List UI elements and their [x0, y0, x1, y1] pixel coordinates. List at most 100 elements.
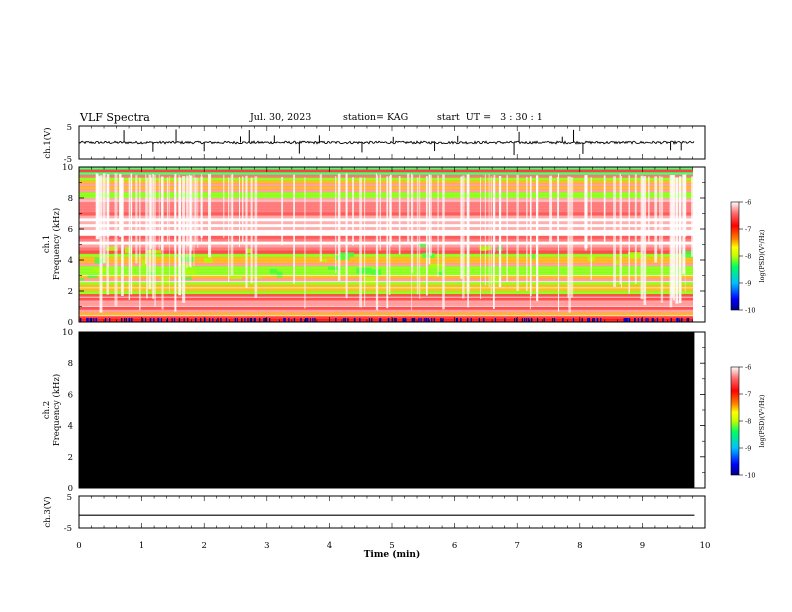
- ch2-spectrogram-ylabel-line2: Frequency (kHz): [51, 374, 62, 446]
- ch1-band-3-0: [79, 244, 693, 249]
- ch1-band-3-6: [79, 263, 693, 267]
- ch1-bottom-marker-72: [405, 318, 407, 322]
- ch1-gap-78: [603, 175, 606, 244]
- time-ticklabel-9: 9: [640, 541, 645, 551]
- ch1-gap-126: [640, 175, 644, 300]
- ch1-bottom-marker-101: [531, 318, 533, 322]
- ch1-gap-74: [529, 177, 531, 310]
- ch1-gap-43: [660, 176, 664, 303]
- ch1-gap-93: [568, 176, 571, 313]
- ch1-band-3-5: [79, 260, 693, 264]
- ch1-colorbar: -6 -7 -8 -9 -10 log(PSD)(V²/Hz): [730, 199, 766, 315]
- ch2-spectrogram-fill: [79, 332, 695, 488]
- ch1-bottom-marker-17: [524, 318, 526, 322]
- ch1-gap-125: [161, 176, 164, 310]
- ch1-bottom-marker-40: [420, 318, 422, 322]
- ch1-band-4-0: [79, 278, 693, 283]
- ch1-patch-12: [422, 252, 435, 259]
- ch1-bottom-marker-138: [343, 318, 345, 322]
- ch1-bottom-marker-111: [440, 318, 442, 322]
- ch1-gap-7: [208, 174, 212, 258]
- ch1-bottom-marker-44: [125, 318, 128, 322]
- ch1-bottom-marker-113: [624, 318, 626, 322]
- ch1-gap-8: [460, 176, 463, 279]
- spec2-ytick-label-10: 10: [62, 328, 73, 338]
- ch1-band-3-9: [79, 272, 693, 276]
- cbar1-ticklabel-2: -8: [745, 253, 751, 261]
- ch1-bottom-marker-109: [686, 318, 688, 322]
- ch1-gap-81: [389, 174, 392, 246]
- ch1-bottom-marker-83: [627, 318, 629, 322]
- ch1-gap-77: [526, 176, 528, 291]
- ch1-bottom-marker-106: [344, 318, 346, 322]
- ch1-patch-14: [87, 274, 98, 278]
- spec1-ytick-label-6: 6: [68, 225, 73, 235]
- ch1-bottom-marker-123: [288, 318, 290, 322]
- ch1-gap-2: [628, 175, 630, 294]
- ch1-gap-1: [659, 175, 661, 249]
- time-ticklabel-8: 8: [577, 541, 582, 551]
- ch1-gap-127: [102, 173, 106, 264]
- ch2-colorbar-gradient: [730, 366, 740, 476]
- ch1-gap-59: [654, 176, 658, 263]
- ch1-bottom-marker-78: [359, 318, 361, 322]
- ch1-band-1-6: [79, 192, 693, 196]
- ch1-band-5-0: [79, 312, 693, 317]
- ch1-bottom-marker-23: [307, 318, 309, 322]
- ch1-gap-104: [345, 174, 348, 276]
- ch1-band-2-14: [79, 238, 693, 243]
- cbar2-ticklabel-3: -9: [745, 445, 751, 453]
- ch1-gap-54: [557, 173, 560, 312]
- ch1-bottom-marker-143: [562, 318, 564, 322]
- ch1-gap-13: [398, 176, 401, 255]
- ch1-spectrogram-yticks: 0 2 4 6 8 10: [62, 163, 705, 328]
- ch3-waveform-ylabel: ch.3(V): [42, 496, 53, 527]
- ch1-patch-24: [203, 257, 213, 263]
- ch1-band-1-2: [79, 180, 693, 184]
- ch1-band-3-4: [79, 256, 693, 261]
- ch1-band-2-8: [79, 221, 693, 225]
- ch1-band-0-1: [79, 169, 693, 173]
- time-ticklabel-3: 3: [264, 541, 269, 551]
- ch1-band-4-8: [79, 303, 693, 307]
- ch1-band-4-5: [79, 294, 693, 298]
- ch1-spectrogram-ylabel-line2: Frequency (kHz): [51, 208, 62, 280]
- ch1-patch-30: [429, 263, 445, 267]
- ch1-spectrogram-ylabel-line1: ch.1: [42, 235, 52, 253]
- ch1-gap-85: [121, 177, 123, 266]
- ch1-gap-38: [166, 177, 169, 244]
- ch1-bottom-marker-94: [264, 318, 267, 322]
- ch1-gap-116: [584, 176, 587, 251]
- spec2-ytick-label-6: 6: [68, 390, 73, 400]
- ch1-bottom-marker-116: [431, 318, 433, 322]
- ch1-band-1-4: [79, 186, 693, 190]
- ch1-patch-26: [356, 267, 372, 274]
- ch1-gap-49: [648, 176, 650, 244]
- ch1-bottom-marker-74: [166, 318, 169, 322]
- ch1-gap-124: [193, 174, 195, 267]
- spec1-ytick-label-2: 2: [68, 287, 73, 297]
- ch1-gap-41: [337, 173, 341, 281]
- ch1-bottom-marker-148: [423, 318, 425, 322]
- ch1-band-4-3: [79, 287, 693, 292]
- ch1-bottom-marker-4: [314, 318, 316, 322]
- ch1-band-4-6: [79, 297, 693, 301]
- ch1-bottom-marker-85: [647, 318, 649, 322]
- ch1-bottom-marker-11: [656, 318, 659, 322]
- ch1-bottom-marker-32: [379, 318, 381, 322]
- cbar2-ticklabel-2: -8: [745, 418, 751, 426]
- ch1-gap-89: [498, 176, 502, 288]
- ch1-bottom-marker-64: [204, 318, 206, 322]
- ch1-spectrogram-gaps: [95, 173, 693, 313]
- ch1-gap-63: [230, 174, 234, 276]
- ch1-band-4-4: [79, 291, 693, 295]
- ch1-gap-129: [200, 176, 203, 238]
- ch1-bottom-marker-56: [467, 318, 469, 322]
- ch1-gap-115: [182, 176, 186, 303]
- ch1-gap-29: [352, 177, 354, 246]
- ch1-band-1-7: [79, 195, 693, 199]
- ch1-gap-45: [386, 176, 389, 309]
- ch1-bottom-marker-52: [536, 318, 539, 322]
- spec2-ytick-label-0: 0: [68, 484, 73, 494]
